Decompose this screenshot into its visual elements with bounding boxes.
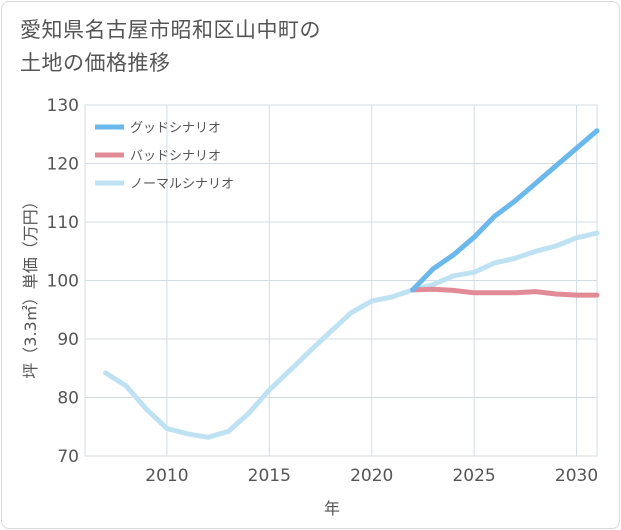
x-tick-label: 2025 [452,466,495,486]
legend-label-3: ノーマルシナリオ [130,177,234,192]
y-tick-label: 110 [47,213,79,233]
legend-label-1: グッドシナリオ [130,121,221,136]
y-tick-label: 80 [57,389,79,409]
x-tick-label: 2030 [555,466,598,486]
tick-labels: 70 80 90 100 110 120 130 2010 2015 2020 2025 2030 [47,96,599,486]
series-lines [103,128,600,440]
y-tick-label: 70 [57,447,79,467]
chart-title-line2: 土地の価格推移 [20,51,171,75]
series-line-3 [103,230,600,440]
grid-lines [84,104,598,457]
chart-title: 愛知県名古屋市昭和区山中町の 土地の価格推移 [20,14,420,80]
x-tick-label: 2015 [248,466,291,486]
legend-label-2: バッドシナリオ [130,149,221,164]
y-axis-label: 坪（3.3㎡）単価（万円） [21,193,40,378]
series-line-1 [410,128,600,293]
chart-title-line1: 愛知県名古屋市昭和区山中町の [20,18,321,42]
y-tick-label: 130 [47,96,79,116]
y-tick-label: 120 [47,155,79,175]
x-tick-label: 2010 [145,466,188,486]
y-tick-label: 100 [47,272,79,292]
x-tick-label: 2020 [350,466,393,486]
series-line-2 [410,286,600,298]
y-tick-label: 90 [57,330,79,350]
x-axis-label: 年 [324,499,340,518]
